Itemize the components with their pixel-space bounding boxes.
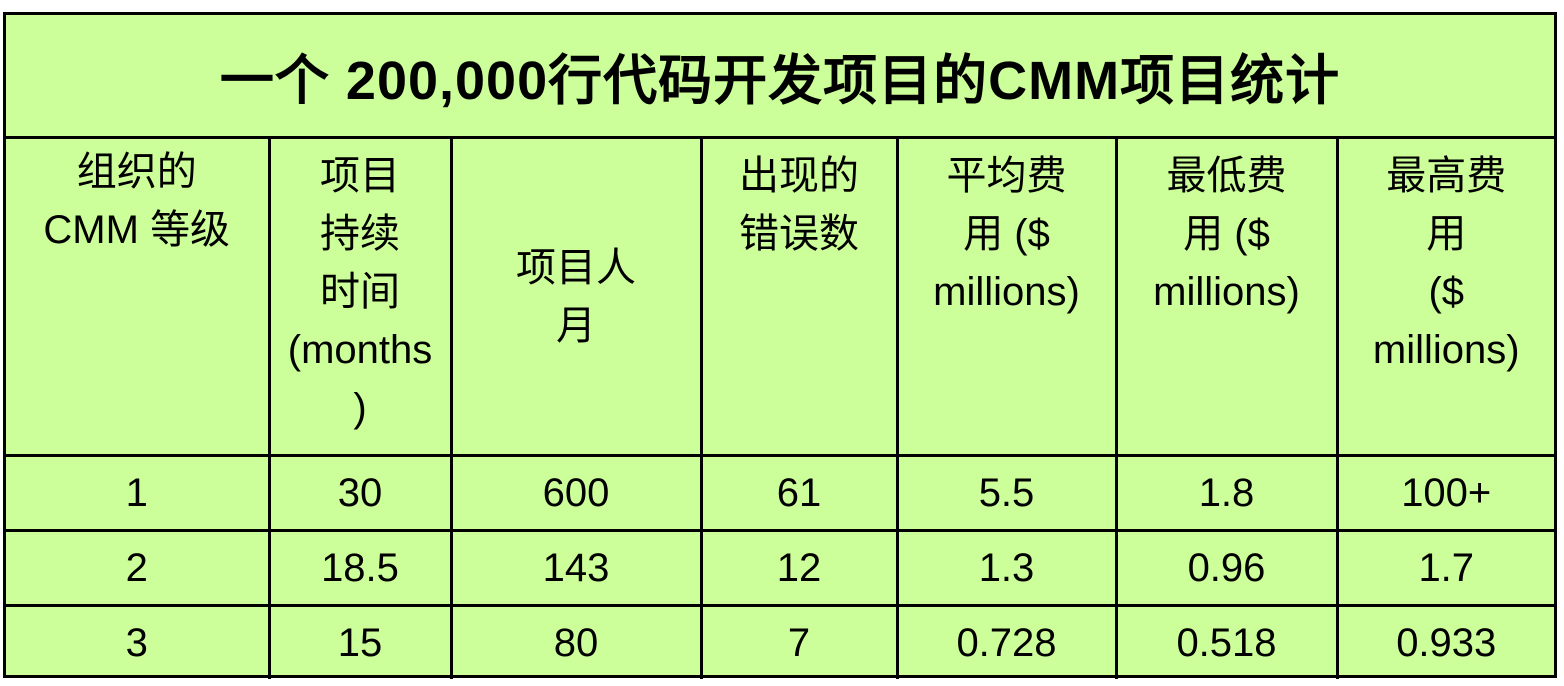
table-row: 2 18.5 143 12 1.3 0.96 1.7 — [6, 529, 1554, 607]
cell-min-cost: 0.96 — [1114, 529, 1339, 607]
cell-defects: 12 — [699, 529, 899, 607]
cmm-stats-table: 组织的 CMM 等级 项目 持续 时间 (months ) 项目人 月 出现的 … — [6, 139, 1554, 679]
column-header-max-cost: 最高费 用 ($ millions) — [1335, 139, 1554, 457]
cell-cmm-level: 2 — [6, 529, 271, 607]
cell-max-cost: 100+ — [1335, 454, 1554, 532]
cell-defects: 61 — [699, 454, 899, 532]
cell-max-cost: 1.7 — [1335, 529, 1554, 607]
cell-duration: 15 — [267, 604, 453, 679]
cell-cmm-level: 3 — [6, 604, 271, 679]
cell-cmm-level: 1 — [6, 454, 271, 532]
cell-max-cost: 0.933 — [1335, 604, 1554, 679]
cell-avg-cost: 5.5 — [895, 454, 1118, 532]
column-header-person-months: 项目人 月 — [449, 139, 703, 457]
column-header-duration: 项目 持续 时间 (months ) — [267, 139, 453, 457]
table-row: 3 15 80 7 0.728 0.518 0.933 — [6, 604, 1554, 679]
cell-person-months: 80 — [449, 604, 703, 679]
cell-avg-cost: 1.3 — [895, 529, 1118, 607]
cell-person-months: 600 — [449, 454, 703, 532]
table-row: 1 30 600 61 5.5 1.8 100+ — [6, 454, 1554, 532]
cell-duration: 18.5 — [267, 529, 453, 607]
stats-table-frame: 一个 200,000行代码开发项目的CMM项目统计 组织的 CMM 等级 项目 … — [3, 12, 1557, 679]
table-title: 一个 200,000行代码开发项目的CMM项目统计 — [6, 15, 1554, 139]
cell-duration: 30 — [267, 454, 453, 532]
column-header-min-cost: 最低费 用 ($ millions) — [1114, 139, 1339, 457]
cell-avg-cost: 0.728 — [895, 604, 1118, 679]
cell-min-cost: 1.8 — [1114, 454, 1339, 532]
column-header-defects: 出现的 错误数 — [699, 139, 899, 457]
cell-min-cost: 0.518 — [1114, 604, 1339, 679]
column-header-cmm-level: 组织的 CMM 等级 — [6, 139, 271, 457]
cell-defects: 7 — [699, 604, 899, 679]
column-header-avg-cost: 平均费 用 ($ millions) — [895, 139, 1118, 457]
header-row: 组织的 CMM 等级 项目 持续 时间 (months ) 项目人 月 出现的 … — [6, 139, 1554, 457]
cell-person-months: 143 — [449, 529, 703, 607]
